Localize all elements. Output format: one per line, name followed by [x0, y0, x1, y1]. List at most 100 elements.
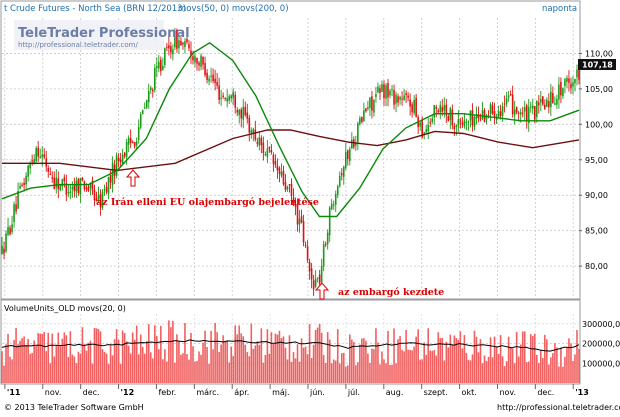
candle-body: [405, 93, 407, 96]
candle-body: [266, 148, 269, 157]
footer-copyright: © 2013 TeleTrader Software GmbH: [4, 403, 144, 412]
candle-body: [310, 268, 313, 280]
candle-body: [21, 184, 23, 186]
candle-body: [258, 137, 261, 146]
candle-body: [332, 204, 335, 206]
volume-bar: [336, 329, 339, 383]
volume-bar: [172, 320, 174, 383]
volume-bar: [276, 334, 279, 383]
time-axis: '11 nov. dec. '12 febr. márc. ápr. máj. jún. júl.…: [4, 384, 589, 397]
volume-bar: [340, 353, 343, 383]
candle-body: [216, 82, 218, 86]
candle-body: [383, 84, 385, 99]
volume-bar: [153, 325, 156, 383]
candle-body: [188, 44, 190, 49]
candle-body: [260, 138, 263, 146]
candle-body: [425, 129, 428, 133]
candle-body: [419, 122, 421, 127]
candle-body: [427, 125, 430, 132]
candle-body: [391, 89, 393, 91]
chart-period[interactable]: naponta: [542, 4, 577, 14]
candle-body: [192, 56, 194, 61]
candle-body: [387, 83, 389, 98]
volume-bar: [300, 338, 303, 383]
volume-bars: [1, 320, 580, 383]
last-price-label: 107,18: [582, 61, 613, 70]
volume-bar: [274, 333, 277, 383]
volume-bar: [397, 339, 399, 383]
candle-body: [103, 189, 106, 191]
volume-bar: [540, 350, 542, 383]
volume-axis: 100000,00 200000,00 300000,00: [582, 320, 620, 368]
volume-bar: [550, 357, 552, 383]
volume-bar: [379, 364, 381, 383]
candle-body: [540, 98, 542, 103]
volume-bar: [322, 355, 325, 383]
candle-body: [501, 106, 504, 116]
volume-bar: [141, 346, 144, 383]
volume-tick-label: 200000,00: [582, 340, 620, 349]
volume-bar: [180, 354, 182, 383]
volume-bar: [127, 345, 130, 383]
candle-body: [33, 159, 35, 164]
volume-bar: [282, 336, 285, 383]
volume-bar: [475, 336, 478, 383]
candle-body: [230, 95, 232, 99]
candle-body: [242, 106, 245, 120]
volume-bar: [37, 333, 39, 383]
volume-bar: [375, 328, 377, 383]
volume-bar: [471, 354, 474, 383]
volume-bar: [552, 353, 554, 383]
volume-bar: [572, 360, 574, 383]
volume-bar: [109, 344, 112, 383]
candle-body: [487, 115, 490, 117]
candle-body: [15, 204, 17, 212]
volume-bar: [210, 330, 212, 383]
volume-bar: [101, 349, 104, 383]
volume-bar: [25, 344, 27, 383]
candle-body: [457, 119, 460, 126]
volume-bar: [17, 344, 19, 383]
candle-body: [521, 112, 524, 114]
volume-bar: [467, 359, 470, 383]
volume-bar: [278, 330, 281, 383]
volume-bar: [166, 361, 168, 383]
volume-bar: [121, 330, 124, 383]
volume-bar: [286, 359, 289, 383]
candle-body: [431, 118, 434, 122]
candle-body: [149, 87, 152, 91]
volume-bar: [194, 361, 196, 383]
volume-bar: [491, 357, 494, 383]
annotation-arrow-icon: [314, 282, 330, 300]
footer-url[interactable]: http://professional.teletrader.com: [497, 403, 620, 412]
candle-body: [47, 167, 50, 172]
candle-body: [180, 40, 182, 46]
volume-bar: [97, 328, 100, 383]
volume-bar: [357, 362, 359, 383]
candle-body: [222, 95, 224, 97]
candle-body: [218, 85, 220, 100]
candle-body: [224, 97, 226, 99]
candle-body: [39, 156, 41, 158]
candle-body: [117, 157, 120, 161]
volume-bar: [264, 355, 267, 383]
candle-body: [29, 162, 31, 169]
volume-bar: [41, 333, 44, 383]
candle-body: [533, 106, 536, 120]
volume-bar: [151, 358, 154, 383]
candle-body: [276, 165, 279, 171]
candle-body: [55, 177, 58, 188]
volume-bar: [421, 359, 423, 383]
volume-bar: [65, 335, 68, 383]
volume-bar: [535, 354, 538, 383]
candle-body: [280, 171, 283, 176]
volume-bar: [546, 339, 548, 383]
candle-body: [340, 173, 343, 176]
volume-bar: [419, 359, 421, 383]
candle-body: [246, 112, 249, 119]
volume-bar: [324, 362, 327, 383]
candle-body: [475, 114, 478, 119]
candle-body: [535, 100, 538, 118]
candle-body: [407, 95, 409, 98]
candle-body: [204, 63, 206, 76]
